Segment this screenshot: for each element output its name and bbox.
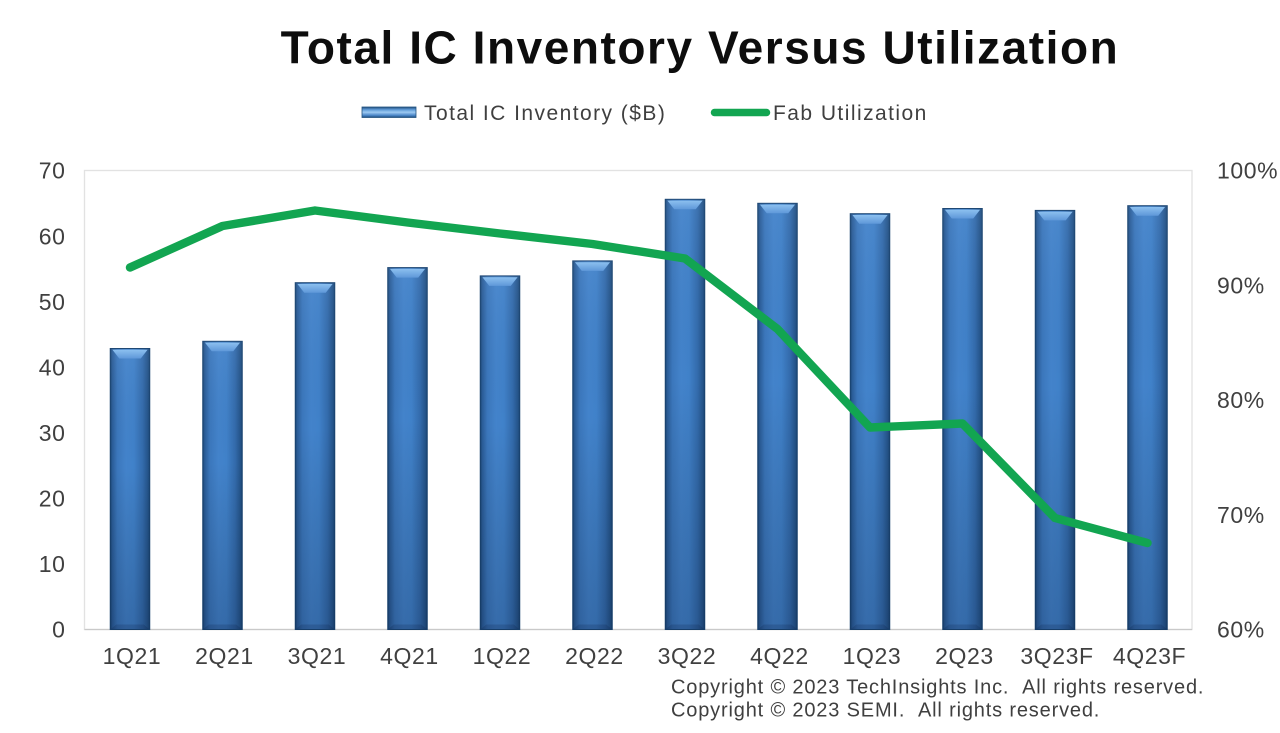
svg-text:3Q21: 3Q21 <box>288 643 347 669</box>
svg-text:3Q22: 3Q22 <box>658 643 717 669</box>
svg-text:3Q23F: 3Q23F <box>1020 643 1093 669</box>
svg-text:Total IC Inventory ($B): Total IC Inventory ($B) <box>424 102 666 125</box>
svg-text:1Q23: 1Q23 <box>843 643 902 669</box>
svg-text:70: 70 <box>39 158 66 184</box>
svg-text:4Q23F: 4Q23F <box>1113 643 1186 669</box>
svg-text:90%: 90% <box>1217 272 1265 298</box>
svg-text:20: 20 <box>39 486 66 512</box>
svg-text:1Q22: 1Q22 <box>473 643 532 669</box>
svg-text:70%: 70% <box>1217 502 1265 528</box>
svg-text:40: 40 <box>39 354 66 380</box>
svg-text:2Q21: 2Q21 <box>195 643 254 669</box>
svg-text:2Q22: 2Q22 <box>565 643 624 669</box>
svg-text:80%: 80% <box>1217 387 1265 413</box>
svg-text:30: 30 <box>39 420 66 446</box>
svg-text:1Q21: 1Q21 <box>103 643 162 669</box>
svg-text:60%: 60% <box>1217 617 1265 643</box>
svg-text:50: 50 <box>39 289 66 315</box>
svg-text:60: 60 <box>39 223 66 249</box>
svg-text:Total IC Inventory Versus Util: Total IC Inventory Versus Utilization <box>281 22 1120 74</box>
svg-text:Copyright © 2023 TechInsights: Copyright © 2023 TechInsights Inc. All r… <box>671 677 1204 699</box>
svg-text:Copyright © 2023 SEMI. All ri: Copyright © 2023 SEMI. All rights reserv… <box>671 700 1100 722</box>
svg-text:2Q23: 2Q23 <box>935 643 994 669</box>
svg-text:10: 10 <box>39 551 66 577</box>
svg-text:4Q22: 4Q22 <box>750 643 809 669</box>
svg-text:4Q21: 4Q21 <box>380 643 439 669</box>
svg-text:0: 0 <box>52 617 65 643</box>
svg-text:Fab Utilization: Fab Utilization <box>773 102 928 125</box>
svg-text:100%: 100% <box>1217 158 1278 184</box>
